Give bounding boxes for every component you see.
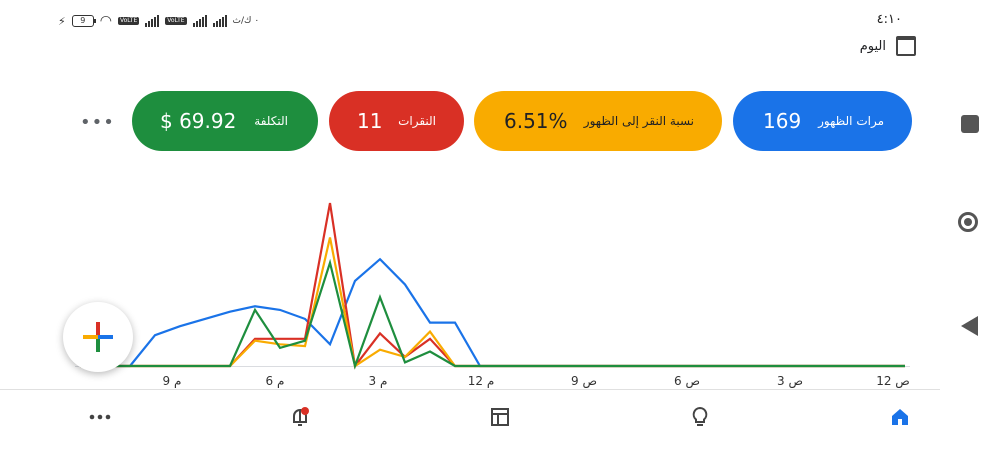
bottom-divider [0,389,940,390]
signal-icon-1 [145,15,160,27]
date-filter-label: اليوم [859,38,886,54]
date-filter[interactable]: اليوم [860,36,916,56]
lightbulb-icon [692,406,708,426]
calendar-icon [896,36,916,56]
x-tick-label: 12 م [467,374,495,388]
notification-badge [301,407,309,415]
recent-apps-button[interactable] [961,115,979,133]
x-tick-label: 3 م [368,374,388,388]
back-button[interactable] [961,316,978,336]
x-tick-label: 6 م [265,374,285,388]
plus-icon [83,322,113,352]
volte-badge-1: VoLTE [117,17,140,25]
series-line-3 [80,258,905,370]
x-tick-label: 9 ص [571,374,597,388]
nav-more[interactable] [88,405,112,429]
table-icon [491,408,509,426]
clock: ٤:١٠ [876,12,902,27]
nav-campaigns[interactable] [488,405,512,429]
metric-cost-label: التكلفة [254,114,288,128]
signal-icon-2 [192,15,207,27]
status-bar-left: ⚡ 9 ◠ VoLTE VoLTE ٠ ك/ث [58,10,259,32]
more-options-button[interactable]: ••• [80,112,115,133]
signal-icon-3 [212,15,227,27]
metric-cost-value: $ 69.92 [160,109,237,133]
nav-home[interactable] [888,405,912,429]
performance-chart [75,202,910,370]
nav-recommendations[interactable] [688,405,712,429]
metric-clicks[interactable]: 11 النقرات [329,91,464,151]
metric-ctr-label: نسبة النقر إلى الظهور [583,114,694,128]
metric-ctr-value: 6.51% [504,109,568,133]
metric-ctr[interactable]: 6.51% نسبة النقر إلى الظهور [474,91,722,151]
metric-impressions[interactable]: 169 مرات الظهور [733,91,912,151]
volte-badge-2: VoLTE [165,17,187,25]
metric-impressions-label: مرات الظهور [818,114,884,128]
x-tick-label: 6 ص [674,374,700,388]
battery-icon: 9 [71,15,96,27]
add-button[interactable] [63,302,133,372]
metric-clicks-value: 11 [357,109,383,133]
metric-clicks-label: النقرات [398,114,436,128]
home-icon [892,409,908,425]
network-speed: ٠ ك/ث [232,16,260,26]
home-system-button[interactable] [958,212,978,232]
x-tick-label: 12 ص [876,374,910,388]
notifications-icon [293,407,309,426]
battery-level: 9 [80,16,86,25]
metric-impressions-value: 169 [763,109,802,133]
nav-notifications[interactable] [288,405,312,429]
x-tick-label: 3 ص [777,374,803,388]
wifi-icon: ◠ [99,13,112,29]
metric-cost[interactable]: $ 69.92 التكلفة [132,91,318,151]
more-icon [89,414,111,420]
charging-icon: ⚡ [58,14,66,28]
x-tick-label: 9 م [162,374,182,388]
series-line-0 [80,257,905,368]
series-line-2 [80,237,905,368]
series-line-1 [80,202,905,369]
